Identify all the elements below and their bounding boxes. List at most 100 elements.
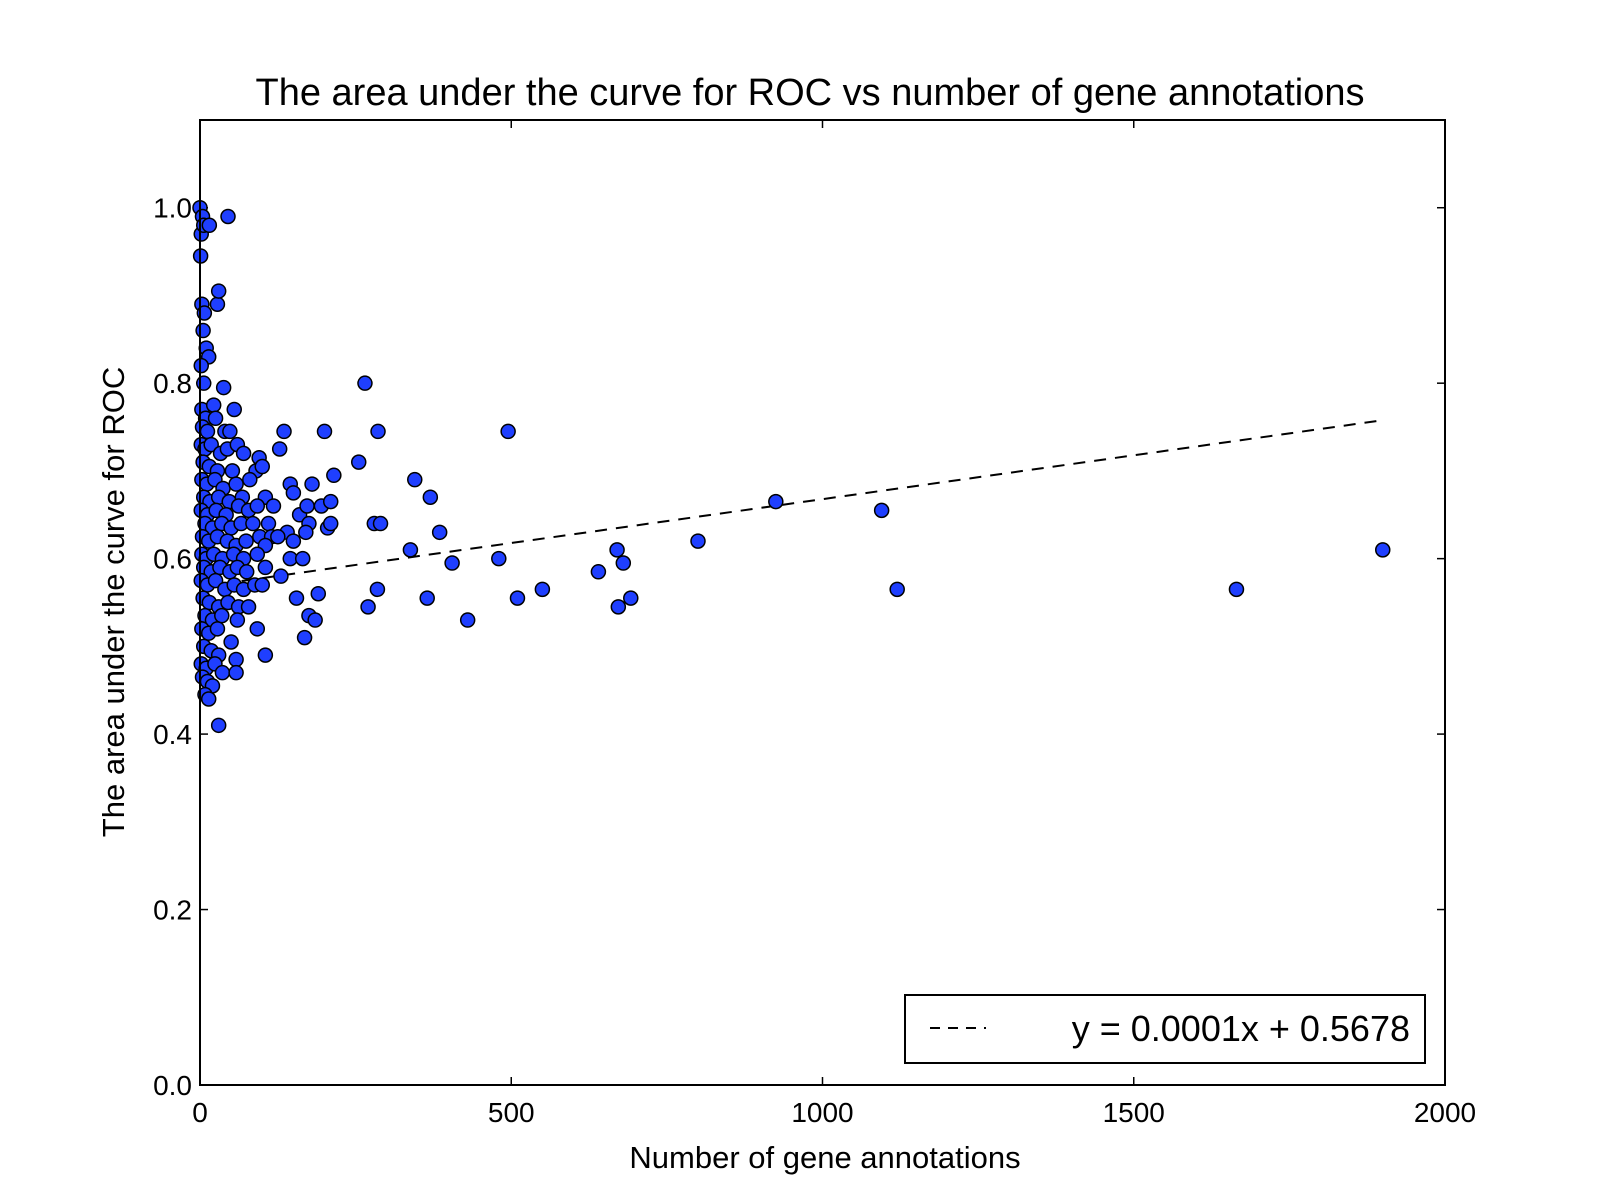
data-point [307,612,323,628]
fit-layer [199,419,1383,588]
y-tick-label: 1.0 [153,193,192,224]
data-point [205,397,222,413]
fit-line [199,419,1383,588]
legend-box [904,994,1426,1064]
y-tick-label: 0.8 [153,368,192,399]
data-point [1228,581,1245,598]
x-tick-label: 2000 [1414,1097,1476,1128]
data-point [242,471,258,488]
data-point [245,515,261,532]
x-tick-label: 1500 [1103,1097,1165,1128]
data-point [199,423,216,440]
data-point [238,564,255,580]
data-point [298,524,314,541]
data-point [326,467,342,484]
data-point [296,629,313,646]
x-tick-label: 1000 [791,1097,853,1128]
data-point [210,717,227,734]
points-layer [192,199,1391,734]
data-point [285,485,302,501]
y-tick-label: 0.4 [153,719,192,750]
data-point [590,564,607,580]
data-point [276,423,292,440]
data-point [257,559,274,576]
data-point [229,612,246,628]
data-point [209,296,226,312]
data-point [357,375,373,391]
data-point [249,498,266,514]
x-tick-label: 500 [488,1097,535,1128]
data-point [224,463,241,479]
data-point [609,542,625,558]
data-point [459,612,476,628]
data-point [209,621,226,637]
data-point [207,410,224,427]
data-point [220,208,236,225]
data-point [491,550,507,567]
data-point [226,401,242,418]
data-point [322,515,339,532]
data-point [240,599,257,615]
data-point [214,664,231,681]
data-point [260,515,277,532]
data-point [294,550,311,567]
data-point [310,585,327,602]
data-point [214,607,230,624]
data-point [195,322,211,339]
data-point [273,568,289,584]
data-point [444,555,460,571]
data-point [257,647,274,663]
data-point [360,599,376,615]
y-tick-label: 0.6 [153,544,192,575]
x-axis-label: Number of gene annotations [629,1140,1020,1175]
data-point [322,493,339,510]
data-point [203,436,219,453]
data-point [195,375,212,391]
legend-entry-label: y = 0.0001x + 0.5678 [1072,1008,1410,1049]
data-point [369,581,386,598]
legend: y = 0.0001x + 0.5678 [904,994,1426,1064]
data-point [249,546,266,562]
data-point [285,533,302,549]
tick-layer: 0 500 1000 1500 2000 0.0 0.2 0.4 0.6 0.8 1.0 [153,120,1476,1128]
data-point [768,493,784,510]
data-point [431,524,448,541]
data-point [288,590,305,606]
data-point [690,533,706,549]
data-point [304,476,320,492]
data-point [270,528,286,545]
data-point [316,423,333,440]
data-point [207,572,224,589]
y-tick-label: 0.0 [153,1070,192,1101]
data-point [1375,542,1391,558]
data-point [238,533,254,549]
data-point [422,489,439,505]
data-point [889,581,905,598]
data-point [210,283,227,299]
x-tick-label: 0 [192,1097,208,1128]
data-point [254,458,270,475]
data-point [372,515,389,532]
chart-title: The area under the curve for ROC vs numb… [256,72,1365,114]
data-point [200,691,217,707]
data-point [402,542,419,558]
data-point [254,577,270,593]
data-point [271,441,288,457]
data-point [615,555,632,571]
data-point [215,379,232,396]
data-point [407,471,423,488]
data-point [228,476,244,492]
data-point [370,423,386,440]
plot-frame [199,119,1446,1086]
data-point [201,217,218,234]
data-point [193,357,209,374]
data-point [623,590,639,606]
data-point [228,651,244,668]
data-point [534,581,551,598]
data-point [873,502,890,519]
data-point [222,423,238,440]
data-point [500,423,516,440]
data-point [235,445,252,462]
data-point [228,664,244,681]
